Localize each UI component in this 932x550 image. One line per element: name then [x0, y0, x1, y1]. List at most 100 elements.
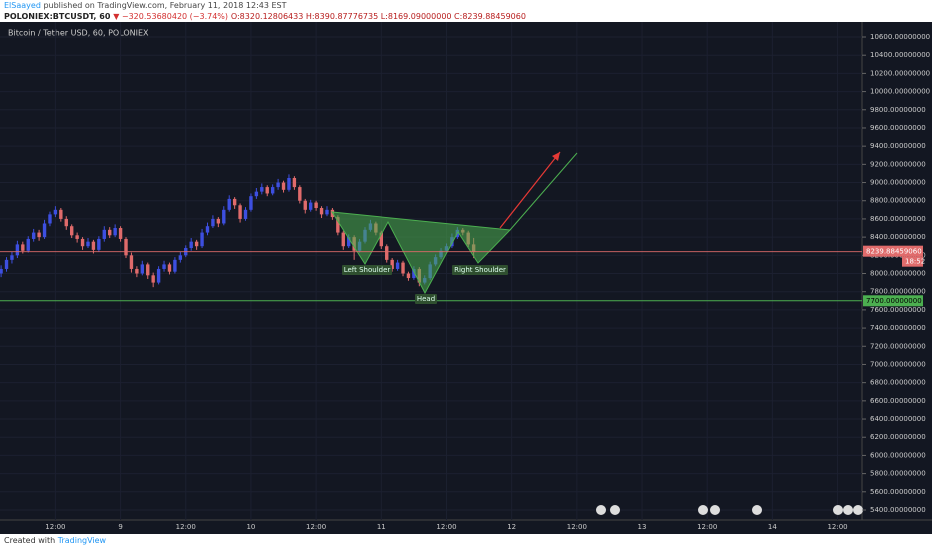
arrow-head — [552, 152, 560, 161]
candle-body — [21, 244, 25, 251]
annotation-box — [342, 265, 392, 275]
candle-body — [15, 244, 20, 256]
pattern — [331, 211, 512, 295]
candle-body — [260, 187, 264, 192]
annotation-box — [415, 294, 437, 304]
y-tick-label: 9800.00000000 — [870, 106, 926, 114]
y-tick-label: 9200.00000000 — [870, 160, 926, 168]
candle-body — [406, 273, 411, 279]
candle-body — [118, 228, 123, 239]
y-tick-label: 10600.00000000 — [870, 33, 930, 41]
change: ▼ −320.53680420 (−3.74%) — [113, 12, 229, 21]
candle-body — [156, 268, 161, 283]
candle-body — [31, 232, 36, 239]
x-tick-label: 12 — [507, 523, 516, 531]
y-tick-label: 8000.00000000 — [870, 270, 926, 278]
candle-body — [298, 187, 302, 201]
x-tick-label: 12:00 — [176, 523, 196, 531]
candle-body — [276, 182, 280, 188]
y-tick-label: 6000.00000000 — [870, 451, 926, 459]
support-label: 7700.00000000 — [866, 297, 922, 305]
y-tick-label: 7000.00000000 — [870, 360, 926, 368]
y-tick-label: 8400.00000000 — [870, 233, 926, 241]
y-tick-label: 5400.00000000 — [870, 506, 926, 514]
publish-line: ElSaayed published on TradingView.com, F… — [4, 1, 287, 10]
y-tick-label: 10000.00000000 — [870, 88, 930, 96]
candle-body — [97, 238, 101, 250]
countdown: 18:52 — [905, 258, 925, 266]
candle-body — [42, 223, 47, 238]
target-arrow — [499, 151, 561, 229]
annotation: Left Shoulder — [344, 266, 391, 274]
candle-body — [173, 259, 177, 272]
candle-body — [205, 226, 210, 233]
candle-body — [162, 264, 166, 269]
candle-body — [0, 268, 3, 274]
candle-body — [48, 214, 52, 224]
candle-body — [385, 246, 389, 260]
y-tick-label: 6200.00000000 — [870, 433, 926, 441]
y-tick-label: 10400.00000000 — [870, 51, 930, 59]
candle-body — [108, 229, 112, 236]
candle-body — [151, 275, 155, 283]
candle-body — [347, 237, 351, 247]
x-tick-label: 13 — [638, 523, 647, 531]
candle-body — [91, 241, 96, 250]
candle-body — [325, 209, 329, 215]
candle-body — [336, 217, 340, 233]
last-price-box — [863, 245, 923, 257]
annotation: Head — [417, 295, 435, 303]
candle-body — [102, 229, 106, 239]
y-tick-label: 9400.00000000 — [870, 142, 926, 150]
candle-body — [194, 241, 199, 247]
y-tick-label: 6600.00000000 — [870, 397, 926, 405]
candle-body — [379, 232, 384, 247]
x-tick-label: 12:00 — [697, 523, 717, 531]
brand[interactable]: TradingView — [57, 536, 107, 545]
candle-body — [227, 198, 231, 210]
candle-body — [178, 255, 183, 260]
candle-body — [254, 191, 259, 197]
candle-body — [53, 209, 58, 215]
y-tick-label: 8800.00000000 — [870, 197, 926, 205]
chart-bg — [0, 22, 932, 534]
candle-body — [69, 226, 74, 236]
candle-body — [59, 209, 63, 219]
candle-body — [265, 187, 269, 194]
candle-body — [200, 232, 204, 247]
y-tick-label: 7800.00000000 — [870, 288, 926, 296]
candle-body — [319, 208, 324, 215]
y-tick-label: 8600.00000000 — [870, 215, 926, 223]
y-tick-label: 5600.00000000 — [870, 488, 926, 496]
author[interactable]: ElSaayed — [4, 1, 41, 10]
candle-body — [113, 228, 117, 236]
x-tick-label: 12:00 — [436, 523, 456, 531]
candle-body — [37, 232, 41, 238]
candle-body — [390, 259, 394, 269]
countdown-box — [902, 256, 923, 267]
candle-body — [281, 182, 286, 190]
y-tick-label: 9000.00000000 — [870, 179, 926, 187]
candle-body — [395, 262, 400, 269]
y-tick-label: 5800.00000000 — [870, 470, 926, 478]
y-tick-label: 10200.00000000 — [870, 69, 930, 77]
x-tick-label: 12:00 — [827, 523, 847, 531]
candle-body — [249, 196, 253, 210]
candle-body — [243, 209, 248, 219]
candle-body — [412, 268, 416, 279]
annotation: Right Shoulder — [454, 266, 506, 274]
event-icons — [596, 505, 863, 515]
candle-body — [4, 259, 9, 269]
candle-body — [26, 238, 30, 251]
candle-body — [129, 255, 134, 269]
candle-body — [216, 218, 221, 224]
chart-title: Bitcoin / Tether USD, 60, POLONIEX — [8, 29, 149, 38]
x-tick-label: 11 — [377, 523, 386, 531]
x-tick-label: 12:00 — [567, 523, 587, 531]
last-price-label: 8239.88459060 — [866, 248, 922, 256]
candle-body — [75, 235, 79, 239]
annotation-box — [452, 265, 508, 275]
candle-body — [140, 264, 145, 274]
ohlc: O:8320.12806433 H:8390.87776735 L:8169.0… — [230, 12, 526, 21]
candle-body — [341, 232, 345, 247]
